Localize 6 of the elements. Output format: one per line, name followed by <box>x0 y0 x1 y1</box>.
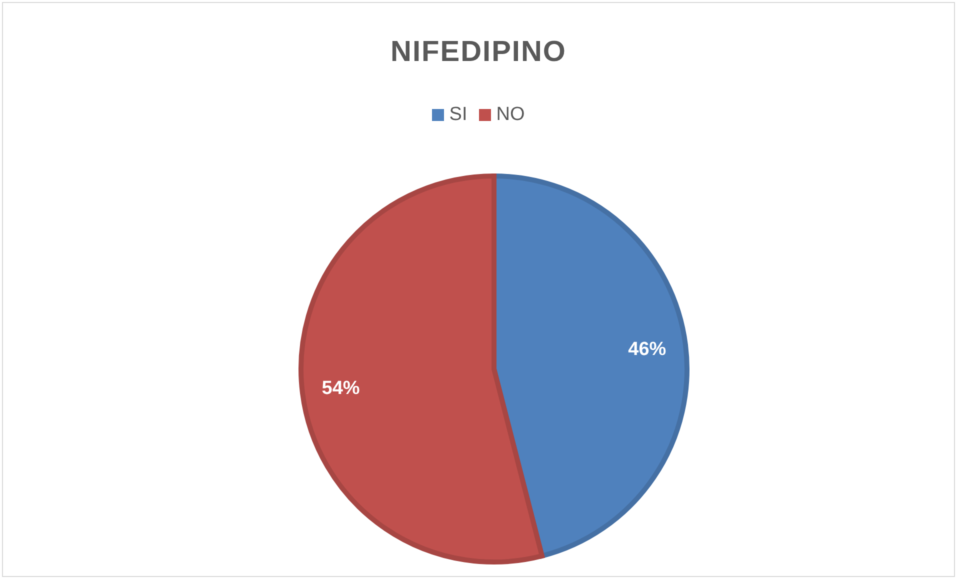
legend-label: NO <box>495 104 525 126</box>
pie-slice <box>298 174 544 564</box>
chart-title: NIFEDIPINO <box>390 36 568 69</box>
data-label: 46% <box>628 339 666 360</box>
data-label: 54% <box>322 378 360 399</box>
legend-label: SI <box>448 104 468 126</box>
